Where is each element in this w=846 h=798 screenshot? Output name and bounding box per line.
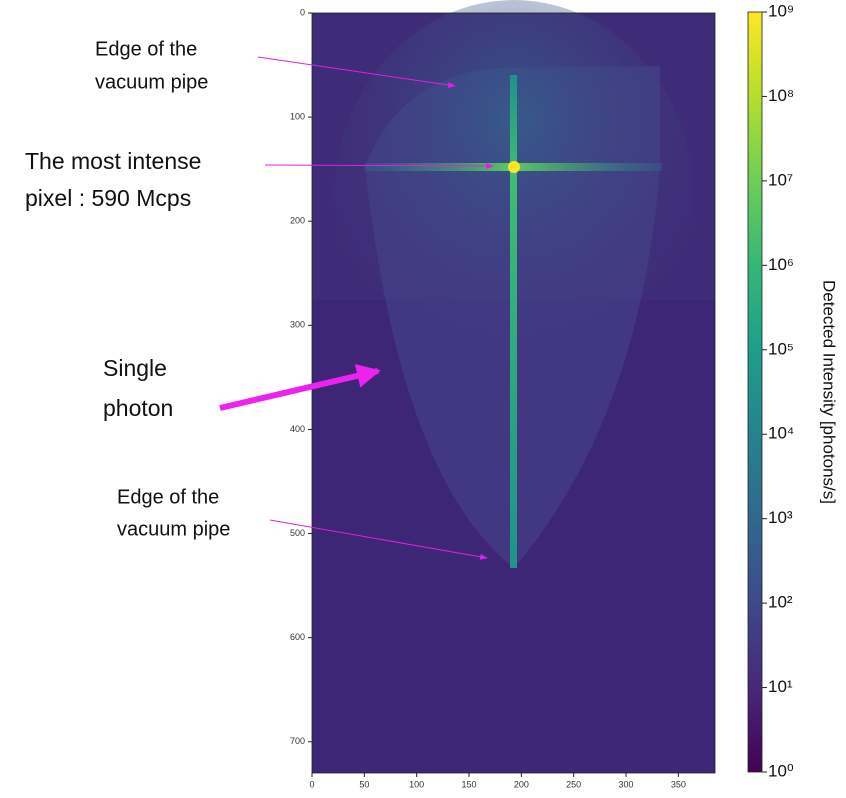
colorbar-tick-label: 10⁴: [768, 424, 794, 443]
y-tick-label: 700: [290, 736, 305, 746]
y-tick-label: 0: [300, 7, 305, 17]
x-tick-label: 0: [309, 779, 314, 789]
annotation: vacuum pipe: [95, 71, 208, 93]
annotation: Single: [103, 355, 167, 381]
colorbar-tick-label: 10¹: [768, 677, 793, 696]
annotation: pixel : 590 Mcps: [25, 185, 191, 211]
annotation: Edge of the: [95, 38, 197, 60]
colorbar-tick-label: 10⁸: [768, 86, 794, 105]
y-tick-label: 300: [290, 320, 305, 330]
colorbar-tick-label: 10⁶: [768, 255, 794, 274]
colorbar-tick-label: 10²: [768, 593, 793, 612]
x-tick-label: 150: [461, 779, 476, 789]
x-tick-label: 50: [359, 779, 369, 789]
colorbar: [748, 12, 762, 772]
y-tick-label: 400: [290, 424, 305, 434]
x-tick-label: 200: [514, 779, 529, 789]
annotation: photon: [103, 395, 173, 421]
annotation: vacuum pipe: [117, 518, 230, 540]
y-tick-label: 600: [290, 632, 305, 642]
x-tick-label: 250: [566, 779, 581, 789]
hot-pixel: [508, 161, 520, 173]
x-tick-label: 350: [671, 779, 686, 789]
y-tick-label: 200: [290, 216, 305, 226]
y-tick-label: 500: [290, 528, 305, 538]
y-tick-label: 100: [290, 111, 305, 121]
annotation: Edge of the: [117, 486, 219, 508]
colorbar-label: Detected Intensity [photons/s]: [820, 280, 839, 504]
colorbar-tick-label: 10⁹: [768, 1, 794, 20]
colorbar-tick-label: 10⁷: [768, 170, 793, 189]
colorbar-tick-label: 10⁵: [768, 339, 794, 358]
heatmap-image: [312, 0, 715, 773]
annotation: The most intense: [25, 148, 201, 174]
vertical-streak: [510, 75, 517, 568]
chart: Detected Intensity [photons/s] 0 50 100 150…: [0, 0, 846, 793]
colorbar-tick-label: 10³: [768, 508, 793, 527]
colorbar-tick-label: 10⁰: [768, 761, 794, 780]
x-tick-label: 300: [619, 779, 634, 789]
x-tick-label: 100: [409, 779, 424, 789]
